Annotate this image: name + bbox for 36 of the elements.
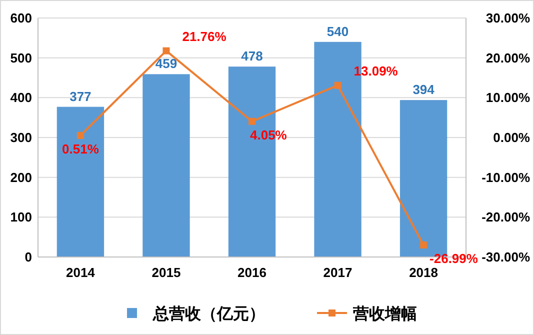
- y-tick-label: 400: [10, 90, 32, 106]
- x-tick-label: 2017: [323, 265, 352, 280]
- x-tick-label: 2015: [152, 265, 181, 280]
- bar: [142, 74, 190, 257]
- y2-tick-label: -30.00%: [482, 250, 530, 264]
- y2-tick-label: -10.00%: [482, 170, 530, 185]
- y-tick-label: 300: [10, 130, 32, 145]
- data-label: 459: [155, 56, 178, 72]
- point: [420, 242, 428, 249]
- data-label: 394: [412, 82, 436, 98]
- x-tick-label: 2018: [409, 265, 438, 280]
- data-label: -26.99%: [430, 251, 478, 266]
- bar: [56, 106, 104, 257]
- point: [334, 82, 342, 89]
- y-tick-label: 200: [10, 170, 32, 185]
- data-label: 0.51%: [62, 141, 100, 156]
- y-tick-label: 100: [10, 210, 32, 225]
- point: [76, 132, 84, 139]
- legend-label: 总营收（亿元）: [152, 305, 265, 323]
- data-label: 540: [326, 24, 349, 39]
- y2-tick-label: 10.00%: [486, 90, 530, 106]
- data-label: 21.76%: [182, 28, 227, 44]
- point: [162, 47, 170, 54]
- y-tick-label: 500: [10, 50, 32, 66]
- y2-tick-label: 0.00%: [493, 130, 530, 145]
- y2-tick-label: 30.00%: [486, 10, 530, 26]
- legend-label: 营收增幅: [352, 305, 417, 323]
- x-tick-label: 2014: [66, 265, 96, 280]
- y-tick-label: 0: [24, 250, 32, 264]
- point: [248, 118, 256, 125]
- y2-tick-label: 20.00%: [486, 50, 530, 66]
- data-label: 377: [70, 88, 92, 104]
- y2-tick-label: -20.00%: [482, 210, 530, 225]
- data-label: 478: [241, 48, 263, 64]
- y-tick-label: 600: [10, 10, 32, 26]
- x-tick-label: 2016: [238, 265, 266, 280]
